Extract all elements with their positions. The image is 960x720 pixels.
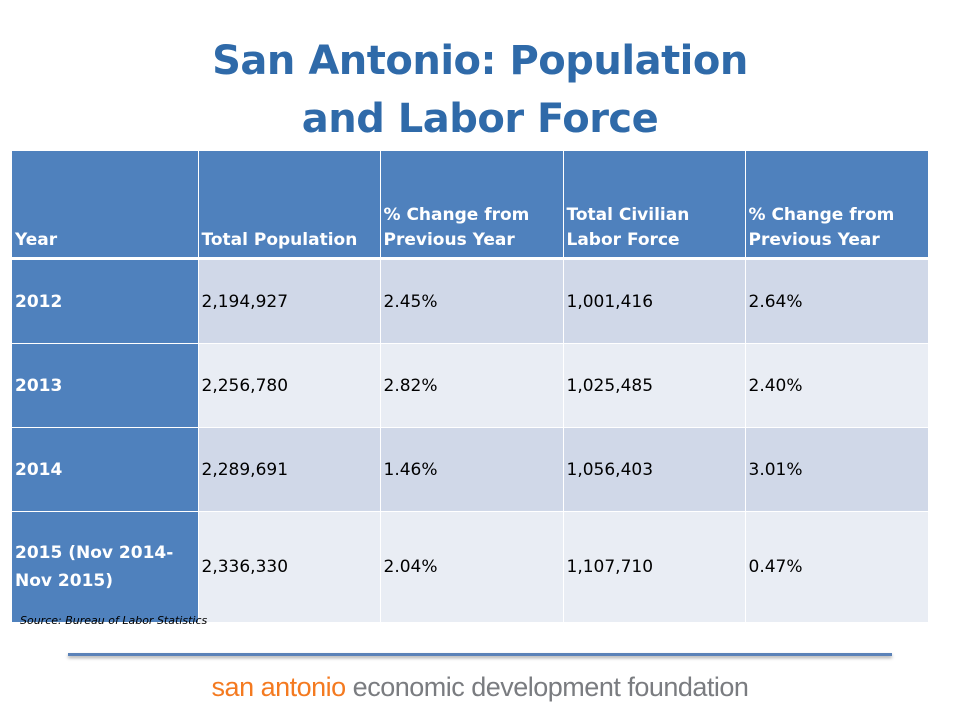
cell-total-population: 2,194,927 — [197, 258, 380, 344]
cell-labor-force-change: 2.64% — [744, 258, 928, 344]
cell-labor-force-change: 3.01% — [744, 427, 928, 512]
cell-year: 2013 — [12, 343, 198, 428]
page-title: San Antonio: Population and Labor Force — [0, 32, 960, 148]
cell-year: 2015 (Nov 2014-Nov 2015) — [12, 511, 198, 622]
title-line-2: and Labor Force — [301, 96, 659, 142]
cell-labor-force: 1,107,710 — [562, 511, 745, 622]
cell-labor-force-change: 0.47% — [744, 511, 928, 622]
cell-total-population: 2,256,780 — [197, 343, 380, 428]
header-total-population: Total Population — [197, 151, 380, 260]
title-line-1: San Antonio: Population — [212, 38, 748, 84]
cell-total-population: 2,289,691 — [197, 427, 380, 512]
foundation-logo: san antonio economic development foundat… — [0, 671, 960, 703]
cell-year: 2014 — [12, 427, 198, 512]
header-labor-force-change: % Change from Previous Year — [744, 151, 928, 260]
table-row: 2015 (Nov 2014-Nov 2015) 2,336,330 2.04%… — [12, 511, 928, 622]
table-header-row: Year Total Population % Change from Prev… — [12, 151, 928, 260]
cell-year: 2012 — [12, 258, 198, 344]
cell-population-change: 2.45% — [379, 258, 563, 344]
cell-population-change: 2.04% — [379, 511, 563, 622]
population-labor-table: Year Total Population % Change from Prev… — [12, 151, 928, 622]
logo-text-san-antonio: san antonio — [211, 672, 347, 702]
cell-labor-force-change: 2.40% — [744, 343, 928, 428]
table-row: 2014 2,289,691 1.46% 1,056,403 3.01% — [12, 427, 928, 512]
cell-labor-force: 1,001,416 — [562, 258, 745, 344]
footer-divider — [68, 653, 892, 656]
cell-labor-force: 1,056,403 — [562, 427, 745, 512]
header-labor-force: Total Civilian Labor Force — [562, 151, 745, 260]
header-population-change: % Change from Previous Year — [379, 151, 563, 260]
header-year: Year — [12, 151, 198, 260]
source-note: Source: Bureau of Labor Statistics — [20, 614, 208, 627]
cell-labor-force: 1,025,485 — [562, 343, 745, 428]
cell-total-population: 2,336,330 — [197, 511, 380, 622]
table-row: 2012 2,194,927 2.45% 1,001,416 2.64% — [12, 258, 928, 344]
cell-population-change: 2.82% — [379, 343, 563, 428]
cell-population-change: 1.46% — [379, 427, 563, 512]
table-row: 2013 2,256,780 2.82% 1,025,485 2.40% — [12, 343, 928, 428]
logo-text-edf: economic development foundation — [345, 672, 749, 702]
